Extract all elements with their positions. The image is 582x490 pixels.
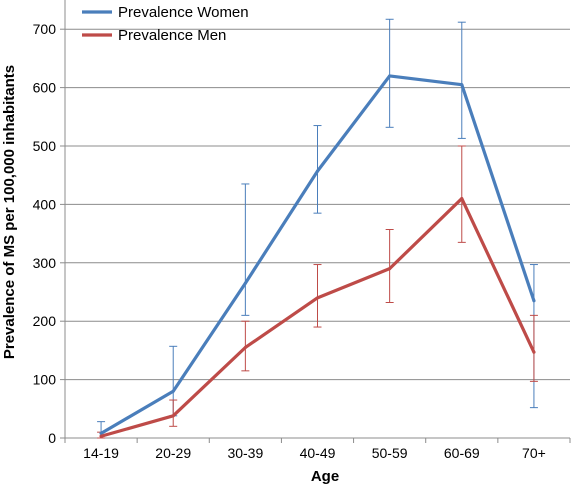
error-bar-prevalence-men-4 <box>385 229 394 304</box>
legend-label-prevalence-men: Prevalence Men <box>118 27 226 44</box>
y-tick-label-200: 200 <box>33 313 57 329</box>
data-point-prevalence-women-1 <box>171 389 175 393</box>
y-tick-label-400: 400 <box>33 196 57 212</box>
tick-labels: 0 100 200 300 400 500 600 700 14-19 20-29 30-39 40-… <box>33 21 546 461</box>
x-tick-label-40-49: 40-49 <box>300 445 336 461</box>
x-tick-label-60-69: 60-69 <box>444 445 480 461</box>
data-point-prevalence-men-5 <box>460 197 464 201</box>
error-bars <box>97 18 538 439</box>
data-point-prevalence-women-2 <box>243 281 247 285</box>
x-tick-label-14-19: 14-19 <box>83 445 119 461</box>
data-point-prevalence-women-5 <box>460 83 464 87</box>
y-tick-label-700: 700 <box>33 21 57 37</box>
x-tick-label-30-39: 30-39 <box>227 445 263 461</box>
legend-item-prevalence-men: Prevalence Men <box>82 27 226 44</box>
y-tick-label-0: 0 <box>48 430 56 446</box>
data-point-prevalence-men-6 <box>532 350 536 354</box>
error-bar-prevalence-women-5 <box>457 21 466 139</box>
error-bar-prevalence-women-2 <box>241 183 250 316</box>
data-point-prevalence-women-3 <box>316 169 319 173</box>
y-axis-title: Prevalence of MS per 100,000 inhabitants <box>1 65 18 359</box>
data-point-prevalence-men-4 <box>388 267 392 271</box>
data-point-prevalence-men-0 <box>99 434 103 438</box>
x-tick-label-70+: 70+ <box>522 445 546 461</box>
x-tick-label-50-59: 50-59 <box>372 445 408 461</box>
x-axis-title: Age <box>311 468 339 485</box>
axes <box>60 0 571 443</box>
legend-item-prevalence-women: Prevalence Women <box>82 4 249 21</box>
error-bar-prevalence-men-1 <box>169 399 178 427</box>
error-bar-prevalence-women-4 <box>385 18 394 128</box>
data-point-prevalence-men-2 <box>243 345 247 349</box>
data-point-prevalence-men-1 <box>171 414 175 418</box>
data-point-prevalence-men-3 <box>316 296 319 300</box>
error-bar-prevalence-men-6 <box>529 314 538 382</box>
legend-label-prevalence-women: Prevalence Women <box>118 4 249 21</box>
y-tick-label-300: 300 <box>33 255 57 271</box>
y-tick-label-600: 600 <box>33 80 57 96</box>
data-point-prevalence-women-4 <box>388 74 392 78</box>
y-tick-label-500: 500 <box>33 138 57 154</box>
error-bar-prevalence-men-5 <box>457 145 466 243</box>
legend: Prevalence Women Prevalence Men <box>82 4 249 44</box>
data-point-prevalence-women-6 <box>532 299 536 303</box>
series-lines <box>99 74 536 438</box>
x-tick-label-20-29: 20-29 <box>155 445 191 461</box>
error-bar-prevalence-men-3 <box>313 264 322 328</box>
y-tick-label-100: 100 <box>33 372 57 388</box>
data-point-prevalence-women-0 <box>99 431 103 435</box>
